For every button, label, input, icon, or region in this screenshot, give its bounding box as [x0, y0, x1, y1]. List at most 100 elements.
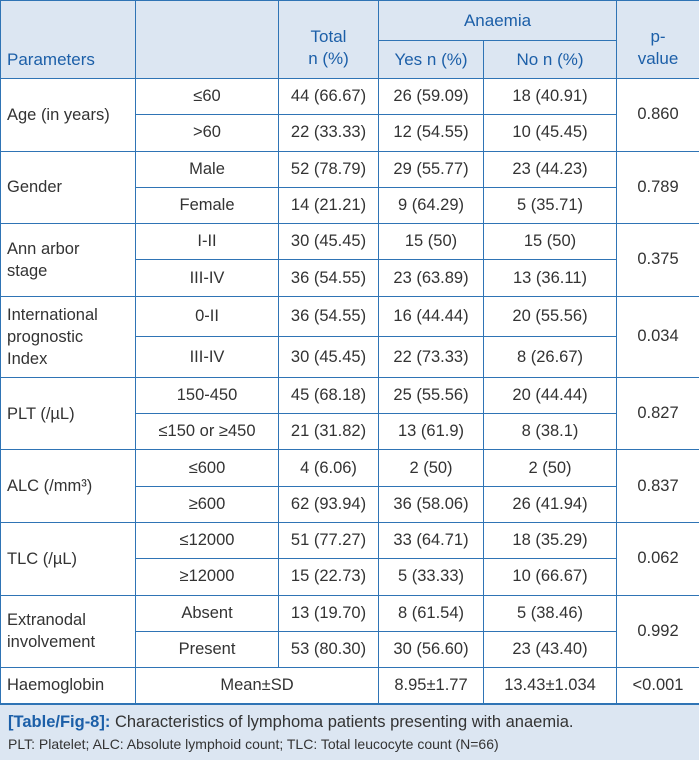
cell: 9 (64.29)	[378, 186, 484, 225]
sub-category: 0-II	[135, 295, 279, 338]
caption: [Table/Fig-8]: Characteristics of lympho…	[0, 704, 699, 761]
table-row: PLT (/µL) 150-450 45 (68.18) 25 (55.56) 20 (…	[0, 376, 699, 451]
group-label: ALC (/mm³)	[0, 449, 136, 523]
label-line: TLC (/µL)	[7, 549, 78, 568]
cell: 13.43±1.034	[482, 667, 618, 705]
label-line: ALC (/mm³)	[7, 477, 93, 496]
cell: 10 (45.45)	[482, 114, 618, 152]
cell: 10 (66.67)	[482, 558, 618, 596]
cell: 15 (22.73)	[278, 558, 379, 596]
caption-text: Characteristics of lymphoma patients pre…	[114, 713, 574, 732]
table-row: Female 14 (21.21) 9 (64.29) 5 (35.71)	[1, 186, 699, 225]
cell: 18 (40.91)	[482, 77, 618, 116]
sub-category: ≤150 or ≥450	[135, 413, 279, 451]
header-blank	[135, 0, 279, 79]
header-line: n (%)	[308, 49, 349, 68]
cell: 21 (31.82)	[278, 413, 379, 451]
table-row: ≥600 62 (93.94) 36 (58.06) 26 (41.94)	[1, 485, 699, 523]
cell: 25 (55.56)	[378, 376, 484, 415]
table-row: ≥12000 15 (22.73) 5 (33.33) 10 (66.67)	[1, 558, 699, 596]
header-line: value	[637, 49, 679, 68]
header-line: p-	[650, 27, 666, 46]
group-label: PLT (/µL)	[0, 376, 136, 451]
cell: 53 (80.30)	[278, 630, 379, 669]
table-row: >60 22 (33.33) 12 (54.55) 10 (45.45)	[1, 114, 699, 152]
table-row: Age (in years) ≤60 44 (66.67) 26 (59.09) 18 …	[0, 77, 699, 152]
p-value: 0.837	[616, 449, 699, 523]
label-line: involvement	[7, 633, 96, 652]
cell: 20 (44.44)	[482, 376, 618, 415]
cell: 44 (66.67)	[278, 77, 379, 116]
cell: 52 (78.79)	[278, 150, 379, 188]
cell: 36 (58.06)	[378, 485, 484, 523]
group-label: TLC (/µL)	[0, 521, 136, 596]
cell: 12 (54.55)	[378, 114, 484, 152]
sub-category: III-IV	[135, 259, 279, 297]
cell: 62 (93.94)	[278, 485, 379, 523]
table-row: Gender Male 52 (78.79) 29 (55.77) 23 (44.23)…	[0, 150, 699, 225]
cell: 8 (61.54)	[378, 594, 484, 632]
row-label: Haemoglobin	[0, 667, 136, 705]
cell: 2 (50)	[482, 449, 618, 487]
cell: 8 (26.67)	[482, 336, 618, 378]
p-value: <0.001	[616, 667, 699, 705]
header-anaemia: Anaemia	[377, 0, 618, 41]
p-value: 0.992	[616, 594, 699, 669]
cell: 18 (35.29)	[482, 521, 618, 560]
header-line: Total	[310, 27, 347, 46]
cell: 5 (38.46)	[482, 594, 618, 632]
cell: 30 (45.45)	[278, 336, 379, 378]
cell: 36 (54.55)	[278, 259, 379, 297]
cell: 13 (61.9)	[378, 413, 484, 451]
sub-category: 150-450	[135, 376, 279, 415]
caption-label: [Table/Fig-8]:	[8, 713, 111, 732]
cell: 16 (44.44)	[378, 295, 484, 338]
header-p-value: p-value	[616, 0, 699, 79]
sub-category: Absent	[135, 594, 279, 632]
table-row: TLC (/µL) ≤12000 51 (77.27) 33 (64.71) 18 (3…	[0, 521, 699, 596]
group-label: International prognostic Index	[0, 295, 136, 378]
p-value: 0.062	[616, 521, 699, 596]
cell: 2 (50)	[378, 449, 484, 487]
cell: 5 (35.71)	[482, 186, 618, 225]
cell: 29 (55.77)	[378, 150, 484, 188]
cell: 30 (56.60)	[378, 630, 484, 669]
sub-category: ≤60	[135, 77, 279, 116]
sub-category: I-II	[135, 223, 279, 261]
cell: 8.95±1.77	[378, 667, 484, 705]
cell: 15 (50)	[482, 223, 618, 261]
table-row: ≤150 or ≥450 21 (31.82) 13 (61.9) 8 (38.1)	[1, 413, 699, 451]
p-value: 0.375	[616, 223, 699, 297]
caption-note: PLT: Platelet; ALC: Absolute lymphoid co…	[8, 736, 499, 753]
sub-category: ≥600	[135, 485, 279, 523]
cell: 5 (33.33)	[378, 558, 484, 596]
label-line: Index	[7, 349, 48, 368]
table-row: International prognostic Index 0-II 36 (54.5…	[0, 295, 699, 378]
cell: 14 (21.21)	[278, 186, 379, 225]
p-value: 0.827	[616, 376, 699, 451]
cell: 13 (36.11)	[482, 259, 618, 297]
label-line: Gender	[7, 178, 63, 197]
p-value: 0.860	[616, 78, 699, 152]
cell: 51 (77.27)	[278, 521, 379, 560]
table-row: ALC (/mm³) ≤600 4 (6.06) 2 (50) 2 (50) 0.837	[0, 449, 699, 523]
header-yes: Yes n (%)	[378, 40, 484, 79]
group-label: Age (in years)	[0, 78, 136, 152]
group-label: Gender	[0, 150, 136, 225]
table-row: Haemoglobin Mean±SD 8.95±1.77 13.43±1.034 <0…	[0, 667, 699, 705]
cell: Mean±SD	[135, 667, 379, 705]
group-label: Ann arbor stage	[0, 223, 136, 297]
label-line: Ann arbor	[7, 239, 80, 258]
cell: 45 (68.18)	[278, 376, 379, 415]
header-total: Total n (%)	[278, 0, 379, 79]
table-row: Present 53 (80.30) 30 (56.60) 23 (43.40)	[1, 630, 699, 669]
sub-category: Female	[135, 186, 279, 225]
table-row: Extranodal involvement Absent 13 (19.70) 8 (…	[0, 594, 699, 669]
cell: 30 (45.45)	[278, 223, 379, 261]
label-line: stage	[7, 261, 48, 280]
cell: 23 (44.23)	[482, 150, 618, 188]
cell: 26 (59.09)	[378, 77, 484, 116]
table-row: Ann arbor stage I-II 30 (45.45) 15 (50) 15 (5…	[0, 223, 699, 297]
table-body: Age (in years) ≤60 44 (66.67) 26 (59.09) 18 …	[0, 77, 699, 705]
